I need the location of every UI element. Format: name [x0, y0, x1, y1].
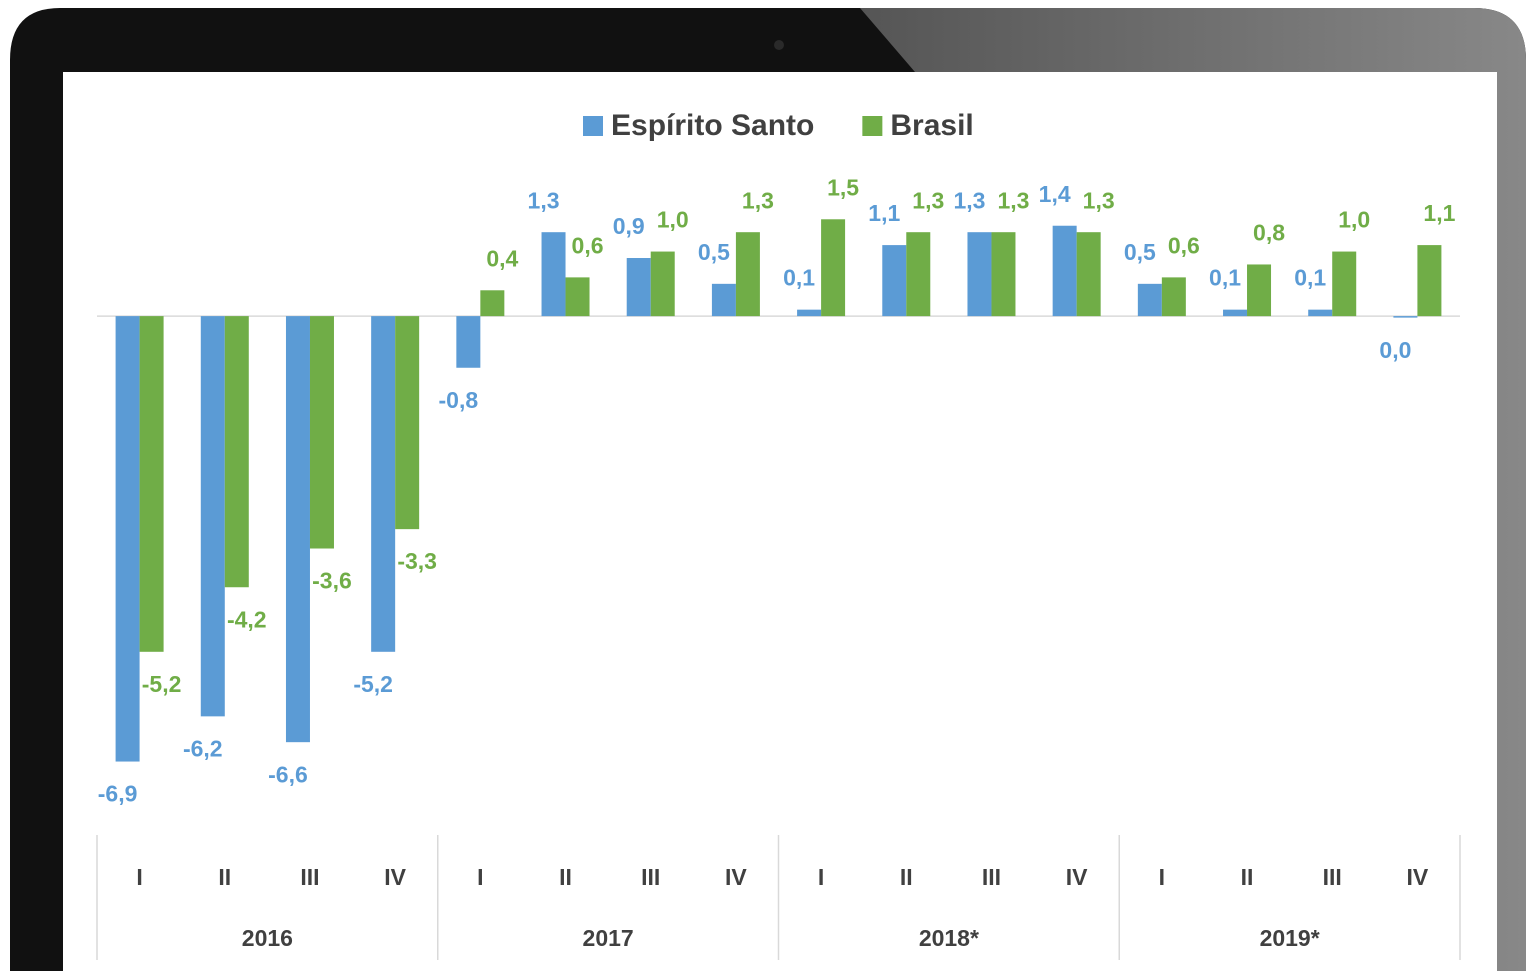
value-label: -5,2 [142, 671, 182, 697]
value-label: 0,6 [572, 232, 604, 258]
value-label: 0,8 [1253, 220, 1285, 246]
x-tick-label: II [900, 864, 913, 890]
value-label: 1,1 [868, 200, 900, 226]
x-group-label: 2019* [1260, 925, 1320, 951]
bar [395, 316, 419, 529]
bar [542, 232, 566, 316]
x-group-label: 2017 [583, 925, 634, 951]
value-label: 0,0 [1379, 337, 1411, 363]
x-tick-label: III [300, 864, 319, 890]
value-label: 0,6 [1168, 232, 1200, 258]
x-group-label: 2018* [919, 925, 979, 951]
page: Espírito Santo Brasil -6,9 -6,2 -6,6 -5,2 -0,8… [0, 0, 1534, 971]
bar [1308, 310, 1332, 316]
x-tick-label: IV [1066, 864, 1088, 890]
value-label: 1,0 [657, 207, 689, 233]
value-label: 0,5 [1124, 239, 1156, 265]
legend-label: Espírito Santo [611, 109, 814, 142]
value-label: 1,1 [1423, 200, 1455, 226]
legend-label: Brasil [890, 109, 973, 142]
bar [797, 310, 821, 316]
value-label: 1,3 [953, 187, 985, 213]
bar [371, 316, 395, 652]
chart: Espírito Santo Brasil -6,9 -6,2 -6,6 -5,2 -0,8… [0, 0, 1534, 971]
x-tick-label: I [477, 864, 483, 890]
bar [1077, 232, 1101, 316]
value-label: 1,3 [528, 187, 560, 213]
x-tick-label: III [641, 864, 660, 890]
value-label: 1,4 [1039, 181, 1071, 207]
bar [310, 316, 334, 548]
value-label: 0,1 [1294, 265, 1326, 291]
value-label: -5,2 [353, 671, 393, 697]
bar [566, 277, 590, 316]
value-label: 1,5 [827, 174, 859, 200]
value-label: -6,6 [268, 761, 308, 787]
x-tick-label: III [1323, 864, 1342, 890]
bar [1053, 226, 1077, 316]
x-tick-label: IV [725, 864, 747, 890]
camera [774, 40, 784, 50]
value-label: -6,2 [183, 735, 223, 761]
bar [1223, 310, 1247, 316]
value-label: 0,9 [613, 213, 645, 239]
bar [480, 290, 504, 316]
bar [286, 316, 310, 742]
bar [651, 252, 675, 317]
value-label: 0,1 [1209, 265, 1241, 291]
x-tick-label: IV [384, 864, 406, 890]
bar [456, 316, 480, 368]
x-tick-label: III [982, 864, 1001, 890]
value-label: 0,5 [698, 239, 730, 265]
value-label: -6,9 [98, 781, 138, 807]
legend-swatch [862, 116, 882, 136]
value-label: 0,4 [486, 245, 518, 271]
bar [201, 316, 225, 716]
value-label: 1,0 [1338, 207, 1370, 233]
bar [1162, 277, 1186, 316]
bar [712, 284, 736, 316]
value-label: -3,3 [397, 548, 437, 574]
bar [225, 316, 249, 587]
bar [1247, 264, 1271, 316]
bar [736, 232, 760, 316]
x-tick-label: II [218, 864, 231, 890]
bar [821, 219, 845, 316]
x-tick-label: I [818, 864, 824, 890]
value-label: 1,3 [912, 187, 944, 213]
bar [140, 316, 164, 652]
value-label: -4,2 [227, 606, 267, 632]
x-tick-label: IV [1407, 864, 1429, 890]
legend-swatch [583, 116, 603, 136]
bar [882, 245, 906, 316]
value-label: -0,8 [439, 387, 479, 413]
bar [1417, 245, 1441, 316]
bar [1332, 252, 1356, 317]
bar [116, 316, 140, 761]
bar [967, 232, 991, 316]
value-label: 1,3 [1083, 187, 1115, 213]
value-label: 1,3 [997, 187, 1029, 213]
bar [627, 258, 651, 316]
x-tick-label: I [1159, 864, 1165, 890]
bar [1393, 316, 1417, 318]
value-label: 0,1 [783, 265, 815, 291]
x-group-label: 2016 [242, 925, 293, 951]
screen [63, 72, 1497, 971]
bar [1138, 284, 1162, 316]
bar [991, 232, 1015, 316]
bar [906, 232, 930, 316]
x-tick-label: II [1241, 864, 1254, 890]
x-tick-label: I [136, 864, 142, 890]
value-label: -3,6 [312, 568, 352, 594]
value-label: 1,3 [742, 187, 774, 213]
x-tick-label: II [559, 864, 572, 890]
